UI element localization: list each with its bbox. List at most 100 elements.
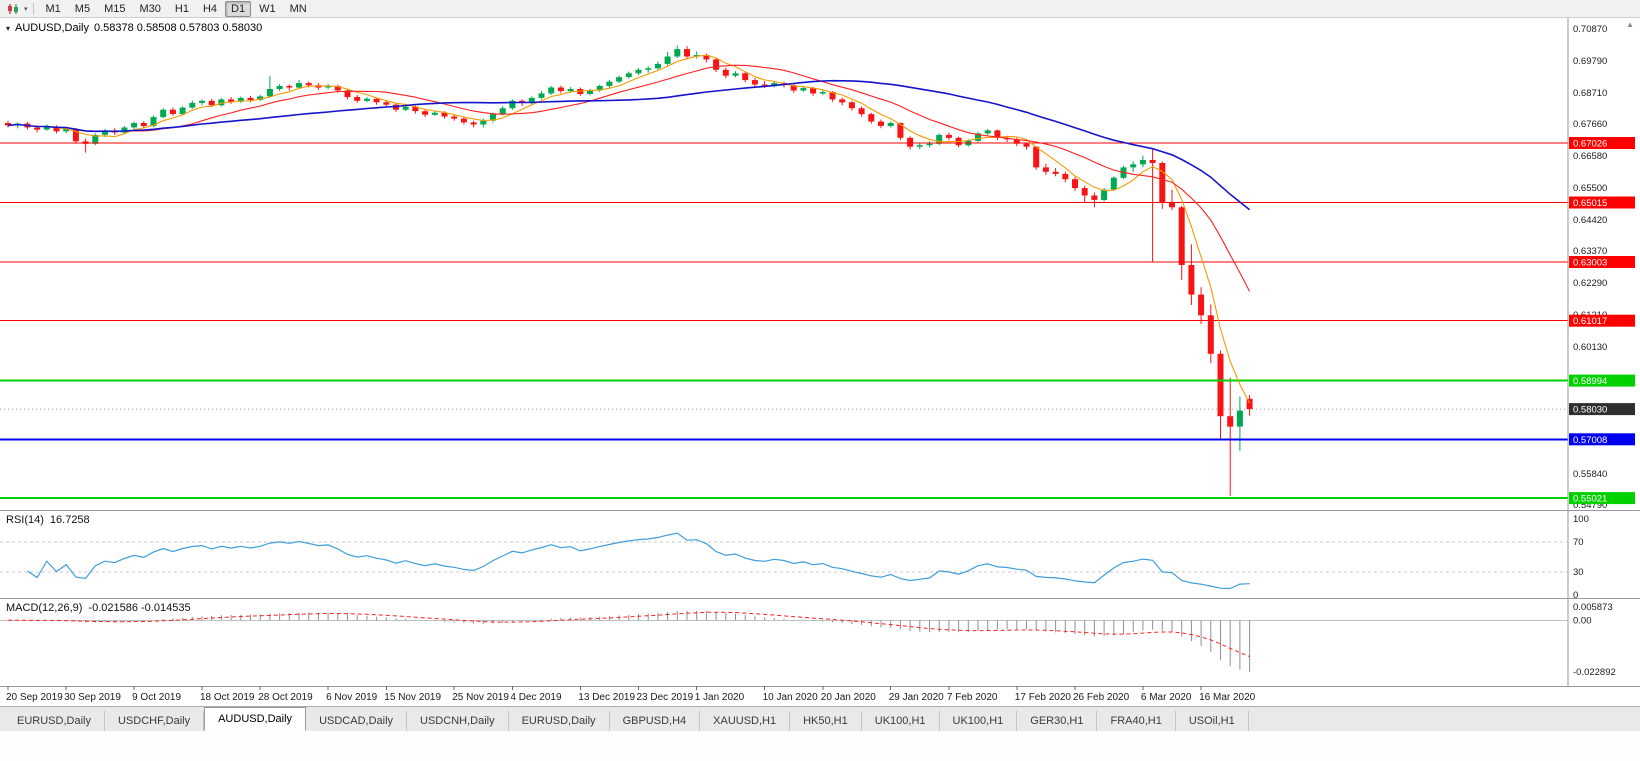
chart-tab-bar: EURUSD,Daily USDCHF,Daily AUDUSD,Daily USDC… — [0, 706, 1640, 731]
price-chart-canvas[interactable]: 0.70870 0.69790 0.68710 0.67660 0.66580 0.655… — [0, 18, 1640, 510]
chart-tab[interactable]: HK50,H1 — [790, 711, 862, 731]
svg-text:9 Oct 2019: 9 Oct 2019 — [132, 692, 181, 703]
dropdown-arrow-icon[interactable]: ▾ — [6, 23, 11, 33]
svg-text:30 Sep 2019: 30 Sep 2019 — [64, 692, 121, 703]
svg-text:0.62290: 0.62290 — [1573, 278, 1607, 289]
chart-ohlc-values: 0.58378 0.58508 0.57803 0.58030 — [93, 22, 263, 34]
support-resistance-lines[interactable] — [0, 142, 1568, 500]
date-axis-canvas[interactable]: 20 Sep 2019 30 Sep 2019 9 Oct 2019 18 Oct 2… — [0, 686, 1640, 706]
svg-text:13 Dec 2019: 13 Dec 2019 — [578, 692, 635, 703]
chart-tab[interactable]: USDCHF,Daily — [105, 711, 205, 731]
toolbar-separator — [32, 2, 34, 15]
svg-text:20 Jan 2020: 20 Jan 2020 — [821, 692, 876, 703]
macd-values: -0.021586 -0.014535 — [88, 602, 191, 614]
macd-zero-line — [0, 599, 1569, 686]
timeframe-button-H1[interactable]: H1 — [174, 2, 189, 15]
timeframe-button-H4[interactable]: H4 — [202, 2, 218, 15]
timeframe-button-D1[interactable]: D1 — [225, 0, 252, 17]
macd-histogram — [17, 610, 1251, 672]
timeframe-button-M30[interactable]: M30 — [139, 2, 161, 15]
svg-text:0.68710: 0.68710 — [1573, 88, 1607, 99]
svg-text:10 Jan 2020: 10 Jan 2020 — [763, 692, 818, 703]
scroll-up-icon[interactable]: ▲ — [1626, 20, 1634, 29]
svg-text:20 Sep 2019: 20 Sep 2019 — [6, 692, 63, 703]
timeframe-button-M15[interactable]: M15 — [104, 2, 126, 15]
rsi-axis[interactable]: 100 70 30 0 — [1573, 514, 1589, 598]
svg-text:-0.022892: -0.022892 — [1573, 667, 1616, 678]
svg-text:0.54790: 0.54790 — [1573, 500, 1607, 510]
chart-type-icon[interactable] — [3, 1, 23, 17]
chevron-down-icon[interactable]: ▾ — [24, 5, 28, 13]
svg-text:0.63370: 0.63370 — [1573, 246, 1607, 257]
rsi-line — [27, 532, 1250, 590]
svg-text:0.69790: 0.69790 — [1573, 56, 1607, 67]
chart-symbol-label: AUDUSD,Daily — [15, 22, 89, 34]
timeframe-button-W1[interactable]: W1 — [259, 2, 276, 15]
svg-text:0.00: 0.00 — [1573, 615, 1592, 626]
svg-text:6 Nov 2019: 6 Nov 2019 — [326, 692, 378, 703]
svg-text:0.60130: 0.60130 — [1573, 342, 1607, 353]
macd-label: MACD(12,26,9) -0.021586 -0.014535 — [6, 602, 191, 614]
rsi-levels — [0, 511, 1569, 598]
svg-text:0.65015: 0.65015 — [1573, 198, 1607, 209]
svg-text:70: 70 — [1573, 537, 1584, 548]
rsi-indicator-panel[interactable]: 100 70 30 0 RSI(14) 16.7258 — [0, 510, 1640, 598]
svg-text:0.63003: 0.63003 — [1573, 258, 1607, 269]
svg-text:100: 100 — [1573, 514, 1589, 525]
chart-tab[interactable]: UK100,H1 — [862, 711, 940, 731]
timeframe-buttons: M1 M5 M15 M30 H1 H4 D1 W1 MN — [39, 0, 314, 17]
timeframe-toolbar: ▾ M1 M5 M15 M30 H1 H4 D1 W1 MN — [0, 0, 1640, 18]
rsi-name: RSI(14) — [6, 514, 44, 526]
chart-tab[interactable]: USDCAD,Daily — [306, 711, 408, 731]
svg-text:0.70870: 0.70870 — [1573, 24, 1607, 35]
date-labels: 20 Sep 2019 30 Sep 2019 9 Oct 2019 18 Oct 2… — [0, 686, 1640, 703]
chart-tab[interactable]: USOil,H1 — [1176, 711, 1249, 731]
chart-title: ▾ AUDUSD,Daily 0.58378 0.58508 0.57803 0… — [6, 22, 262, 34]
chart-tab[interactable]: EURUSD,Daily — [509, 711, 610, 731]
macd-signal-line — [8, 611, 1250, 657]
macd-indicator-panel[interactable]: 0.005873 0.00 -0.022892 MACD(12,26,9) -0.02… — [0, 598, 1640, 686]
chart-tab[interactable]: EURUSD,Daily — [4, 711, 105, 731]
svg-text:0.64420: 0.64420 — [1573, 215, 1607, 226]
rsi-canvas[interactable]: 100 70 30 0 — [0, 511, 1640, 598]
svg-text:25 Nov 2019: 25 Nov 2019 — [452, 692, 509, 703]
svg-text:0.67660: 0.67660 — [1573, 119, 1607, 130]
svg-text:0.005873: 0.005873 — [1573, 602, 1613, 613]
svg-text:0.66580: 0.66580 — [1573, 151, 1607, 162]
macd-name: MACD(12,26,9) — [6, 602, 83, 614]
svg-text:0.61017: 0.61017 — [1573, 316, 1607, 327]
svg-text:0.65500: 0.65500 — [1573, 183, 1607, 194]
chart-tab[interactable]: XAUUSD,H1 — [700, 711, 791, 731]
timeframe-button-MN[interactable]: MN — [289, 2, 307, 15]
chart-tab[interactable]: USDCNH,Daily — [407, 711, 509, 731]
date-axis[interactable]: 20 Sep 2019 30 Sep 2019 9 Oct 2019 18 Oct 2… — [0, 686, 1640, 706]
chart-tab[interactable]: GBPUSD,H4 — [610, 711, 701, 731]
svg-text:28 Oct 2019: 28 Oct 2019 — [258, 692, 313, 703]
price-axis[interactable]: 0.70870 0.69790 0.68710 0.67660 0.66580 0.655… — [1567, 18, 1635, 510]
svg-text:26 Feb 2020: 26 Feb 2020 — [1073, 692, 1130, 703]
rsi-value: 16.7258 — [49, 514, 90, 526]
chart-tab[interactable]: FRA40,H1 — [1097, 711, 1176, 731]
timeframe-button-M1[interactable]: M1 — [45, 2, 61, 15]
svg-text:1 Jan 2020: 1 Jan 2020 — [695, 692, 745, 703]
svg-text:15 Nov 2019: 15 Nov 2019 — [384, 692, 441, 703]
macd-axis[interactable]: 0.005873 0.00 -0.022892 — [1573, 602, 1616, 678]
chart-tab[interactable]: GER30,H1 — [1017, 711, 1098, 731]
timeframe-button-M5[interactable]: M5 — [74, 2, 91, 15]
main-chart-panel[interactable]: 0.70870 0.69790 0.68710 0.67660 0.66580 0.655… — [0, 18, 1640, 510]
chart-tab[interactable]: AUDUSD,Daily — [204, 707, 307, 731]
macd-canvas[interactable]: 0.005873 0.00 -0.022892 — [0, 599, 1640, 686]
svg-text:4 Dec 2019: 4 Dec 2019 — [510, 692, 562, 703]
svg-text:0: 0 — [1573, 590, 1578, 598]
chart-tab[interactable]: UK100,H1 — [940, 711, 1018, 731]
candlestick-glyph — [8, 3, 18, 14]
svg-text:0.55840: 0.55840 — [1573, 469, 1607, 480]
svg-text:17 Feb 2020: 17 Feb 2020 — [1015, 692, 1072, 703]
svg-text:0.58994: 0.58994 — [1573, 376, 1607, 387]
svg-text:0.58030: 0.58030 — [1573, 405, 1607, 416]
bottom-filler — [0, 731, 1640, 761]
svg-text:0.55021: 0.55021 — [1573, 494, 1607, 505]
candlestick-series — [5, 45, 1253, 496]
rsi-label: RSI(14) 16.7258 — [6, 514, 90, 526]
